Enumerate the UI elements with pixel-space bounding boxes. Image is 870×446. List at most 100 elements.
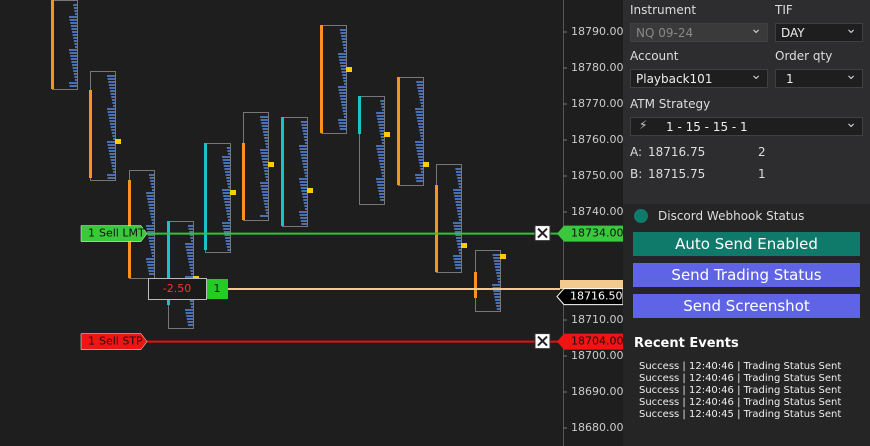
volume-profile [263,200,268,202]
volume-profile [148,270,154,272]
volume-profile [495,299,500,301]
order-qty: 1 [88,335,95,348]
volume-profile [380,133,384,135]
volume-profile [419,165,423,167]
volume-profile [108,117,115,119]
volume-profile [150,183,154,185]
volume-profile [459,219,461,221]
volume-profile [226,243,230,245]
volume-profile [416,81,423,83]
volume-profile [260,215,268,217]
volume-profile [455,267,461,269]
volume-profile [146,258,154,260]
volume-profile [187,255,193,257]
volume-profile [376,148,384,150]
volume-profile [152,222,154,224]
tif-select[interactable]: DAY [775,20,863,42]
volume-profile [223,231,230,233]
volume-profile [71,61,77,63]
volume-profile [496,275,500,277]
volume-profile [222,225,230,227]
volume-profile [150,249,154,251]
volume-profile [305,175,307,177]
volume-profile [266,179,268,181]
volume-profile [340,65,346,67]
volume-profile [71,28,77,30]
volume-profile [379,160,384,162]
volume-profile [415,108,423,110]
volume-profile [456,171,461,173]
volume-profile [454,198,461,200]
volume-profile [304,139,307,141]
label: B: [630,167,643,181]
volume-profile [380,136,384,138]
order-qty: 1 [88,227,95,240]
volume-profile [299,211,307,213]
volume-profile [300,151,307,153]
volume-profile [225,207,230,209]
volume-profile [301,223,307,225]
volume-profile [226,147,230,149]
volume-profile [343,47,346,49]
ask-price: 18716.75 [648,145,706,159]
volume-profile [417,87,423,89]
qty-input[interactable]: 1 [775,66,863,88]
volume-profile [343,80,346,82]
volume-profile [493,293,500,295]
marker [384,132,390,137]
volume-profile [110,123,115,125]
volume-profile [263,134,268,136]
volume-profile [338,89,346,91]
event-row: Success | 12:40:46 | Trading Status Sent [639,373,842,384]
atm-select[interactable]: 1 - 15 - 15 - 1 [630,114,863,136]
volume-profile [109,120,115,122]
volume-profile [189,234,193,236]
volume-profile [340,32,346,34]
marker [230,190,236,195]
volume-profile [341,68,346,70]
volume-profile [339,125,346,127]
volume-profile [378,124,384,126]
volume-profile [302,193,307,195]
volume-profile [302,130,307,132]
volume-profile [223,228,230,230]
cancel-button[interactable] [534,225,551,242]
marker [500,254,506,259]
instrument-select[interactable]: NQ 09-24 [630,20,768,42]
volume-profile [341,38,346,40]
volume-profile [338,56,346,58]
volume-profile [146,195,154,197]
candle-body [51,0,54,89]
volume-profile [186,315,193,317]
action-button[interactable]: Send Screenshot [633,294,860,318]
volume-profile [377,154,384,156]
action-button[interactable]: Auto Send Enabled [633,232,860,256]
candle-body [320,25,323,133]
volume-profile [299,178,307,180]
volume-profile [75,79,77,81]
volume-profile [72,64,77,66]
volume-profile [111,165,115,167]
account-select[interactable]: Playback101 [630,66,768,88]
volume-profile [457,243,461,245]
icon: ⚡ [639,118,648,132]
action-button[interactable]: Send Trading Status [633,263,860,287]
position-tan-tag [560,280,623,289]
volume-profile [416,84,423,86]
volume-profile [266,212,268,214]
volume-profile [492,284,500,286]
volume-profile [70,58,77,60]
price-tick-label: 18740.00 [571,205,623,218]
volume-profile [421,171,423,173]
volume-profile [376,145,384,147]
cancel-button[interactable] [534,333,551,350]
volume-profile [453,192,461,194]
volume-profile [339,95,346,97]
volume-profile [495,266,500,268]
label: ATM Strategy [630,97,711,111]
volume-profile [222,189,230,191]
volume-profile [338,86,346,88]
volume-profile [226,213,230,215]
volume-profile [146,225,154,227]
label: A: [630,145,643,159]
